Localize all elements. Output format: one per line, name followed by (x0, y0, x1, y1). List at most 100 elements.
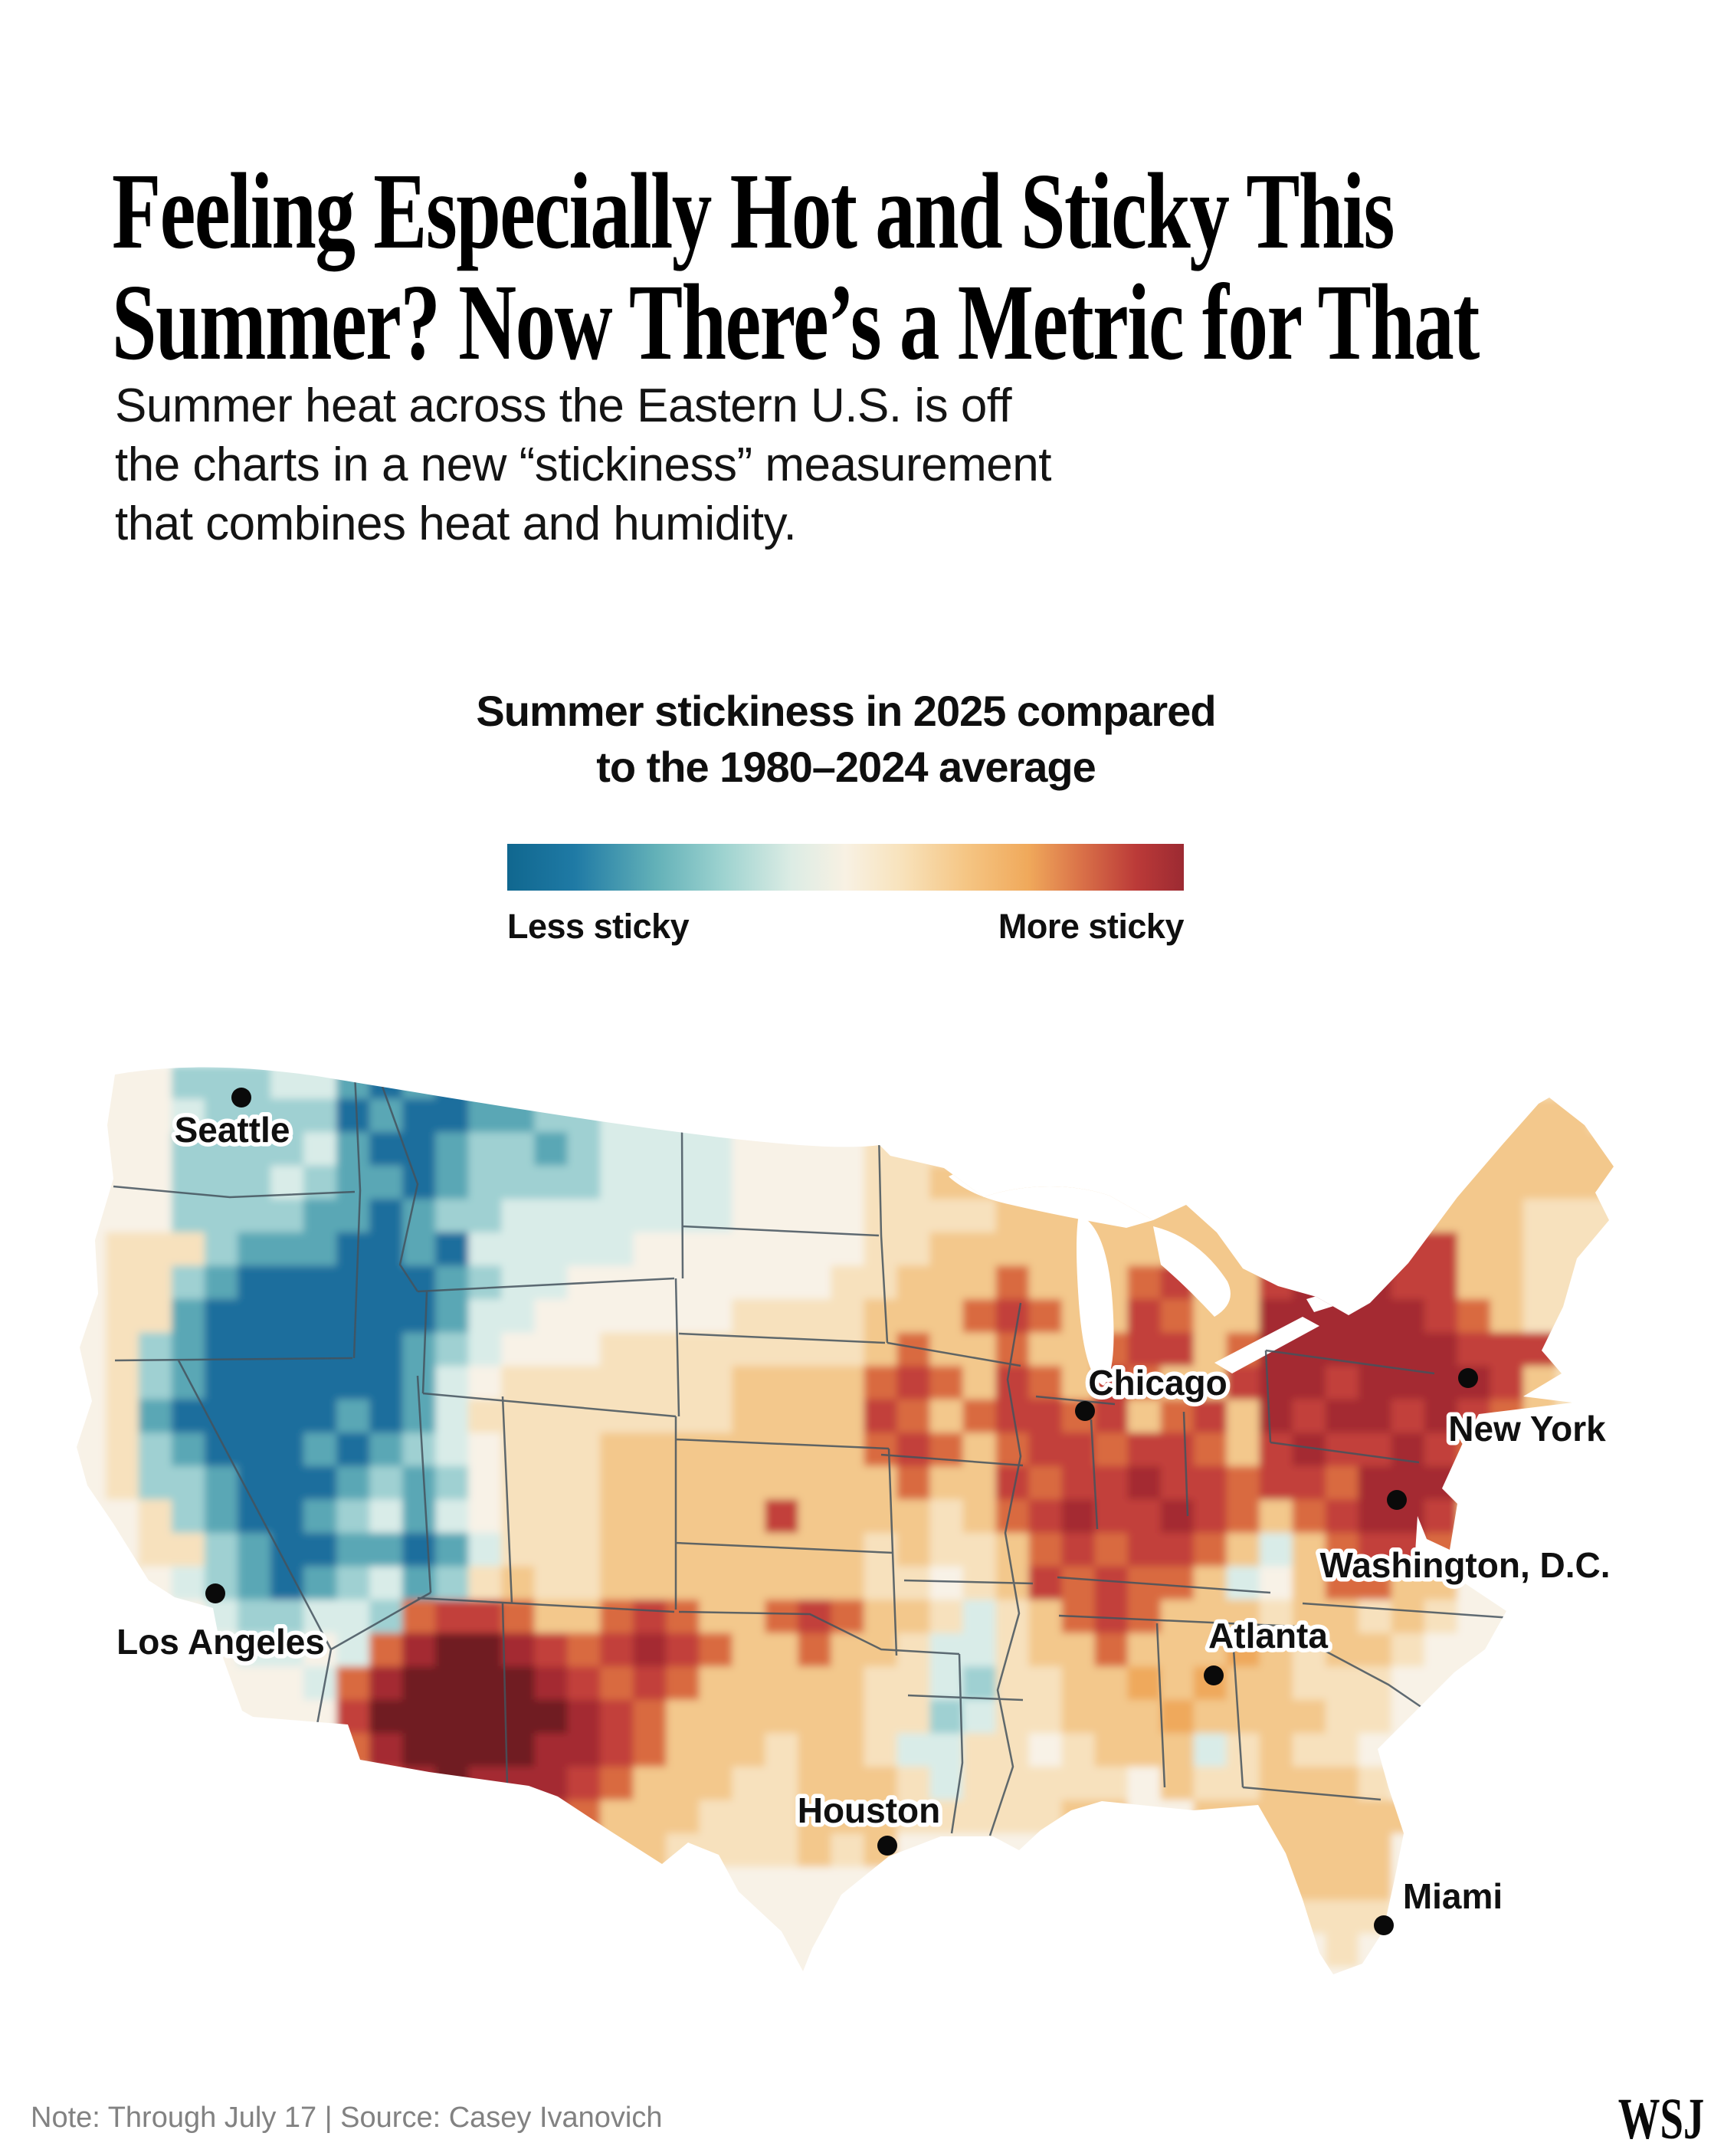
heat-cell (1226, 1533, 1261, 1568)
heat-cell (666, 1833, 700, 1869)
heat-cell (1555, 1299, 1591, 1334)
heat-cell (270, 1699, 305, 1734)
heat-cell (435, 1533, 470, 1568)
heat-cell (1061, 1499, 1096, 1534)
heat-cell (369, 1900, 404, 1935)
heat-cell (106, 1967, 140, 1974)
heat-cell (1028, 1232, 1064, 1267)
heat-cell (402, 1165, 437, 1200)
heat-cell (1490, 1967, 1525, 1974)
heat-cell (435, 1633, 470, 1668)
heat-cell (1325, 1499, 1360, 1534)
heat-cell (732, 1199, 766, 1234)
heat-cell (567, 1967, 601, 1974)
heat-cell (1259, 1199, 1294, 1234)
heat-cell (1391, 1132, 1426, 1167)
heat-cell (1127, 1098, 1162, 1134)
heat-cell (77, 1733, 107, 1768)
heat-cell (1226, 1067, 1261, 1101)
city-marker: Atlanta (1204, 1612, 1332, 1685)
heat-cell (77, 1199, 107, 1234)
heat-cell (1358, 1232, 1393, 1267)
heat-cell (139, 1399, 173, 1434)
heat-cell (468, 1432, 503, 1468)
heat-cell (336, 1098, 371, 1134)
heat-cell (139, 1733, 173, 1768)
heat-cell (1391, 1067, 1426, 1101)
legend-more-sticky-label: More sticky (998, 907, 1185, 946)
heat-cell (336, 1499, 371, 1534)
heat-cell (402, 1900, 437, 1935)
heat-cell (567, 1098, 601, 1134)
heat-cell (1622, 1132, 1657, 1167)
heat-cell (1522, 1900, 1558, 1935)
heat-cell (77, 1399, 107, 1434)
heat-cell (1193, 1533, 1228, 1568)
heat-cell (600, 1900, 634, 1935)
heat-cell (732, 1465, 766, 1501)
heat-cell (402, 1666, 437, 1702)
heat-cell (1292, 1132, 1327, 1167)
heat-cell (633, 1833, 667, 1869)
heat-cell (567, 1767, 601, 1802)
heat-cell (1622, 1366, 1657, 1400)
heat-cell (1522, 1633, 1558, 1668)
heat-cell (1555, 1366, 1591, 1401)
heat-cell (1490, 1699, 1525, 1734)
heat-cell (765, 1199, 799, 1234)
heat-cell (1061, 1767, 1096, 1802)
heat-cell (1358, 1432, 1393, 1468)
heat-cell (864, 1800, 898, 1835)
heat-cell (1391, 1566, 1426, 1601)
heat-cell (1226, 1900, 1261, 1935)
heat-cell (238, 1800, 272, 1835)
heat-cell (468, 1633, 503, 1668)
heat-cell (1259, 1600, 1294, 1635)
heat-cell (172, 1232, 206, 1267)
heat-cell (831, 1366, 865, 1401)
heat-cell (205, 1967, 239, 1974)
heat-cell (1061, 1366, 1096, 1401)
heat-cell (1325, 1165, 1360, 1200)
heat-cell (995, 1967, 1031, 1974)
heat-cell (929, 1499, 964, 1534)
heat-cell (1457, 1733, 1492, 1768)
heat-cell (633, 1432, 667, 1468)
heat-cell (534, 1499, 569, 1534)
heat-cell (1061, 1733, 1096, 1768)
heat-cell (1457, 1132, 1492, 1167)
heat-cell (1259, 1499, 1294, 1534)
heat-cell (765, 1399, 799, 1434)
heat-cell (798, 1366, 832, 1401)
heat-cell (468, 1132, 503, 1167)
heat-cell (699, 1067, 733, 1101)
standfirst: Summer heat across the Eastern U.S. is o… (115, 377, 1051, 554)
heat-cell (534, 1699, 569, 1734)
heat-cell (1127, 1600, 1162, 1635)
heat-cell (1028, 1833, 1064, 1869)
heat-cell (896, 1465, 931, 1501)
heat-cell (896, 1432, 931, 1468)
heat-cell (1424, 1800, 1459, 1835)
heat-cell (666, 1767, 700, 1802)
heat-cell (238, 1666, 272, 1702)
heat-cell (1358, 1600, 1393, 1635)
heat-cell (501, 1800, 536, 1835)
city-dot (205, 1583, 225, 1603)
heat-cell (1358, 1633, 1393, 1668)
heat-cell (1490, 1098, 1525, 1134)
heat-cell (1358, 1533, 1393, 1568)
heat-cell (633, 1265, 667, 1301)
heat-cell (402, 1332, 437, 1367)
heat-cell (896, 1098, 931, 1134)
heat-cell (1588, 1299, 1614, 1334)
heat-cell (402, 1800, 437, 1835)
heat-cell (1160, 1465, 1195, 1501)
heat-cell (468, 1933, 503, 1968)
heat-cell (501, 1132, 536, 1167)
heat-cell (1622, 1833, 1657, 1868)
heat-cell (468, 1165, 503, 1200)
heat-cell (1555, 1465, 1591, 1501)
heat-cell (1226, 1098, 1261, 1134)
heat-cell (402, 1566, 437, 1601)
